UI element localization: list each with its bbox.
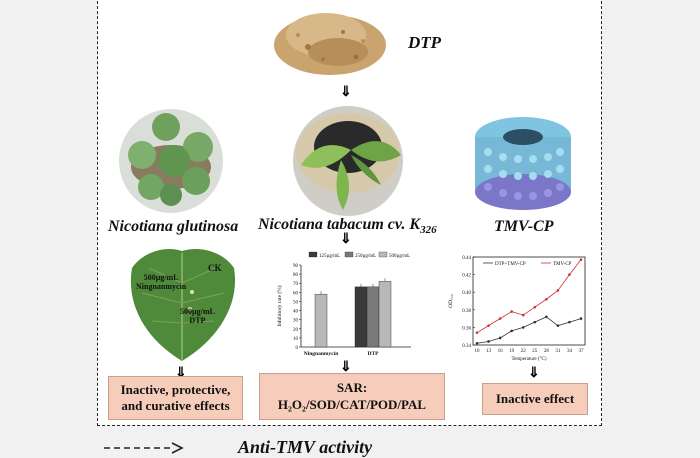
- data-point: [521, 313, 525, 317]
- inactive-protective-curative-box: Inactive, protective, and curative effect…: [108, 376, 243, 420]
- data-point: [533, 320, 537, 324]
- y-tick-label: 90: [293, 264, 299, 269]
- inactive-effect-box: Inactive effect: [482, 383, 588, 415]
- y-tick-label: 0.42: [462, 274, 471, 279]
- x-tick-label: 25: [532, 349, 538, 354]
- bar: [366, 286, 380, 348]
- plot-frame: [472, 256, 586, 346]
- x-tick-label: 34: [567, 349, 573, 354]
- data-point: [510, 329, 513, 333]
- y-tick-label: 0: [296, 346, 299, 351]
- nicotiana-glutinosa-label: Nicotiana glutinosa: [108, 218, 239, 235]
- y-tick-label: 40: [293, 310, 299, 315]
- data-point: [568, 320, 571, 324]
- y-tick-label: 80: [293, 273, 299, 278]
- arrow-down-icon: ⇓: [340, 85, 352, 100]
- y-tick-label: 0.34: [462, 344, 471, 349]
- arrow-down-icon: ⇓: [528, 366, 540, 381]
- x-tick-label: 19: [509, 349, 515, 354]
- x-tick-label: 28: [544, 349, 550, 354]
- leaf-dtp-label: 500µg/mL DTP: [180, 307, 215, 326]
- y-axis-label: OD₃₃₀: [448, 294, 454, 308]
- bar: [378, 281, 392, 348]
- x-tick-label: 22: [521, 349, 527, 354]
- data-point: [475, 331, 479, 334]
- data-point: [498, 336, 502, 340]
- y-tick-label: 0.44: [462, 256, 471, 261]
- data-point: [521, 326, 525, 329]
- arrow-down-icon: ⇓: [340, 232, 352, 247]
- series-line: [476, 259, 582, 334]
- x-axis-label: Temperature (°C): [511, 357, 546, 362]
- legend-swatch: [344, 251, 354, 258]
- legend-label: 125µg/mL: [319, 254, 340, 259]
- nicotiana-glutinosa-image: [119, 109, 223, 213]
- tmv-cp-structure-image: [475, 117, 571, 210]
- nicotiana-tabacum-label: Nicotiana tabacum cv. K326: [258, 216, 437, 237]
- series-line: [476, 316, 582, 344]
- x-tick-label: 13: [486, 349, 492, 354]
- dtp-powder-image: [274, 13, 386, 75]
- tmv-cp-label: TMV-CP: [494, 218, 554, 235]
- data-point: [510, 310, 513, 313]
- arrow-down-icon: ⇓: [340, 360, 352, 375]
- data-point: [487, 324, 490, 327]
- od330-line-chart: 0.34 0.36 0.38 0.40 0.42 0.44 10 13 16 19 22 25 28 31…: [448, 256, 586, 362]
- legend-swatch: [378, 251, 388, 258]
- sar-box: SAR: H₂O₂/SOD/CAT/POD/PAL: [259, 373, 445, 420]
- data-point: [579, 317, 583, 320]
- data-point: [568, 273, 571, 276]
- arrow-down-icon: ⇓: [175, 366, 187, 381]
- legend-label: 250µg/mL: [355, 254, 376, 259]
- data-point: [545, 315, 548, 319]
- data-point: [498, 317, 502, 320]
- graphical-abstract-panel: DTP ⇓ Nicotiana glutinosa Nicotiana taba…: [97, 0, 602, 426]
- data-point: [475, 341, 479, 345]
- y-tick-label: 0.40: [462, 291, 471, 296]
- y-tick-label: 60: [293, 291, 299, 296]
- x-category-label: Ningnanmycin: [304, 351, 339, 357]
- inhibitory-rate-bar-chart: 0 10 20 30 40 50 60 70 80 90 Inhibitory rate (%) 12…: [276, 251, 411, 357]
- leaf-ck-label: CK: [208, 263, 222, 273]
- data-point: [533, 305, 537, 309]
- nicotiana-tabacum-image: [293, 106, 403, 216]
- bar: [354, 286, 368, 348]
- dashed-arrow-icon: [104, 442, 184, 454]
- bar: [314, 293, 328, 348]
- y-tick-label: 10: [293, 337, 299, 342]
- x-tick-label: 16: [498, 349, 504, 354]
- anti-tmv-activity-label: Anti-TMV activity: [238, 437, 373, 457]
- y-tick-label: 0.38: [462, 309, 471, 314]
- x-tick-label: 37: [579, 349, 585, 354]
- y-tick-label: 30: [293, 319, 299, 324]
- x-tick-label: 31: [555, 349, 561, 354]
- data-point: [545, 297, 548, 301]
- x-tick-label: 10: [475, 349, 481, 354]
- legend-swatch: [308, 251, 318, 258]
- data-point: [579, 258, 583, 261]
- legend-label: DTP+TMV-CP: [495, 262, 526, 267]
- dtp-label: DTP: [408, 33, 442, 52]
- legend-label: 500µg/mL: [389, 254, 410, 259]
- y-tick-label: 0.36: [462, 326, 471, 331]
- y-tick-label: 70: [293, 282, 299, 287]
- legend-label: TMV-CP: [553, 262, 572, 267]
- tobacco-leaf-image: [130, 248, 236, 361]
- y-tick-label: 20: [293, 328, 299, 333]
- data-point: [487, 340, 490, 343]
- y-axis-label: Inhibitory rate (%): [276, 285, 283, 326]
- x-category-label: DTP: [368, 351, 380, 357]
- y-tick-label: 50: [293, 300, 299, 305]
- data-point: [556, 324, 560, 327]
- data-point: [556, 289, 560, 292]
- leaf-ningnanmycin-label: 500µg/mL Ningnanmycin: [136, 273, 187, 292]
